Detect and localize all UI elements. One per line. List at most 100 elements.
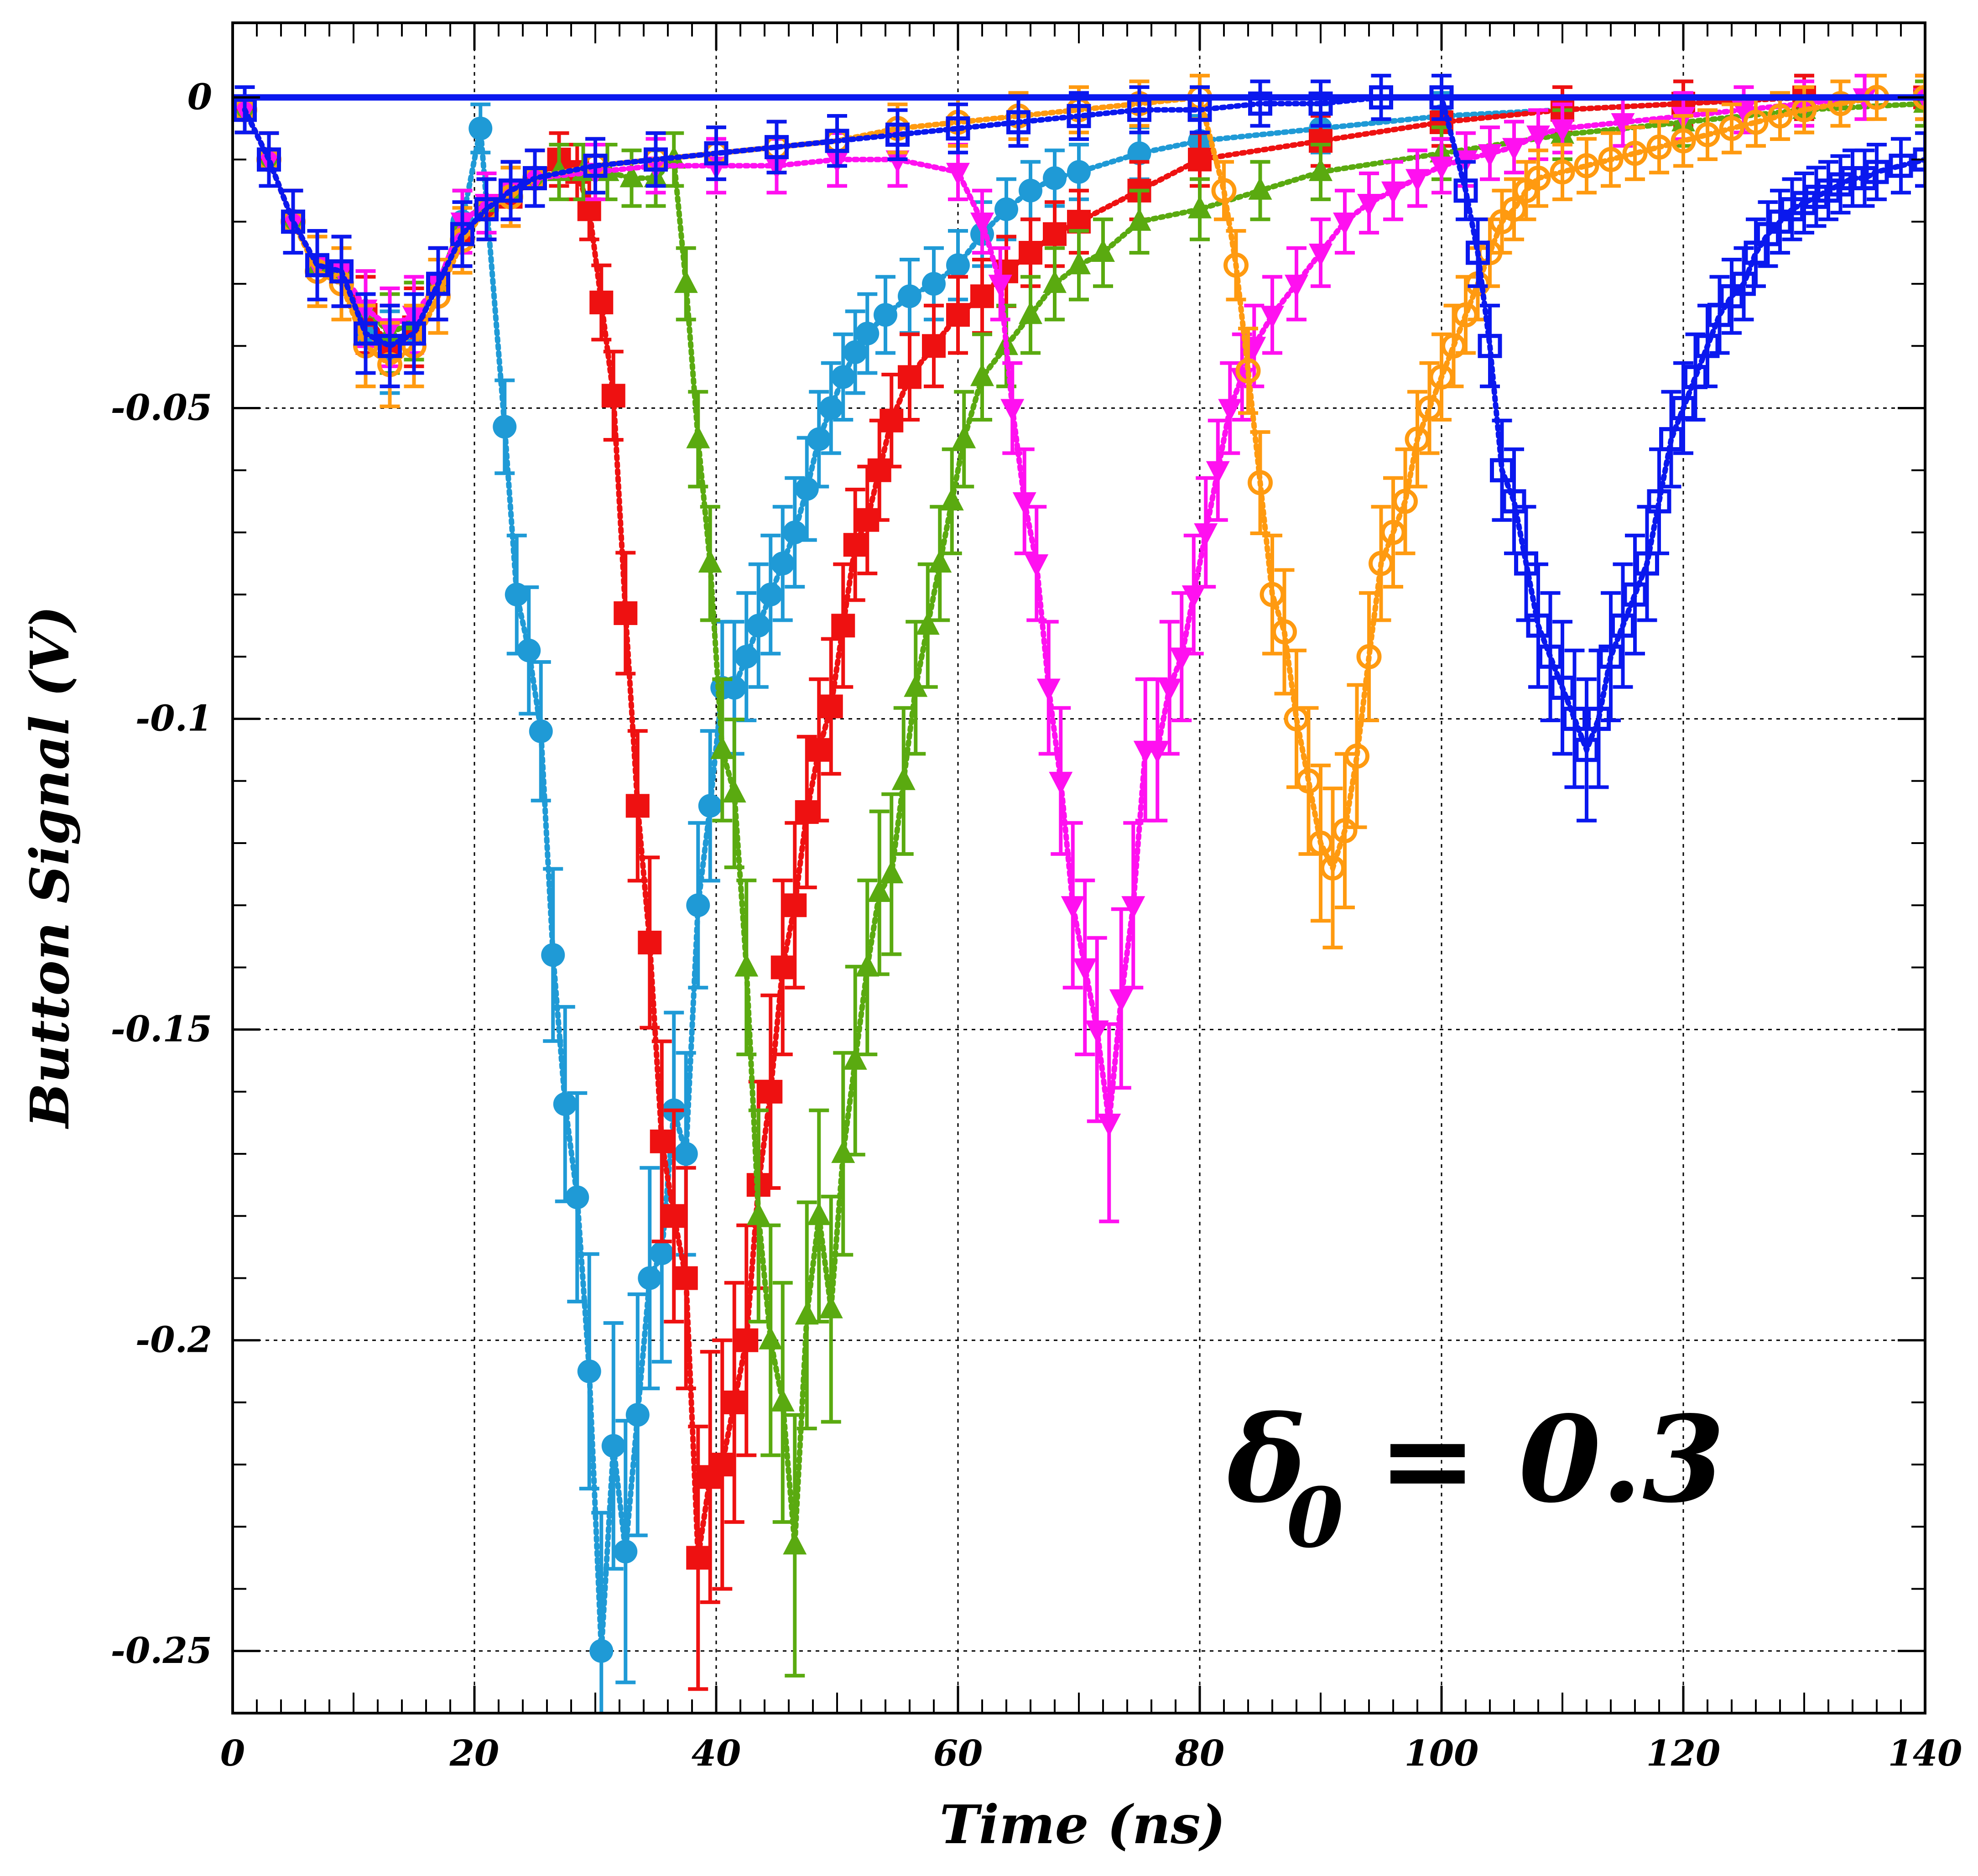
data-point [722,780,746,803]
data-point [1767,103,1793,129]
data-point [970,284,994,308]
data-point [686,893,710,917]
data-point [1260,582,1285,607]
data-point [1514,551,1538,576]
data-point [1285,275,1308,298]
data-point [880,408,904,433]
data-point [614,1539,638,1563]
data-point [1194,523,1218,546]
data-point [734,645,759,669]
data-point [1587,707,1611,731]
x-tick-label: 40 [692,1733,741,1774]
data-point [499,178,523,203]
data-point [770,1388,795,1412]
y-tick-label: -0.25 [111,1630,212,1672]
data-point [1170,647,1194,671]
data-point [1157,678,1182,702]
data-point [843,1047,867,1070]
data-point [1622,141,1648,166]
delta-annotation: δ 0 = 0.3 [1225,1390,1725,1566]
data-point [553,1092,577,1116]
data-point [1466,240,1490,265]
data-point [505,583,529,607]
data-point [1381,181,1405,204]
data-point [759,583,783,607]
data-point [928,550,952,573]
data-point [1683,365,1707,389]
data-point [1598,147,1624,172]
data-point [517,638,541,662]
data-point [922,272,946,296]
data-point [1284,706,1309,732]
data-point [795,477,819,501]
data-point [1332,818,1358,844]
data-point [710,736,734,759]
data-point [1145,740,1170,764]
data-point [529,719,553,743]
data-point [1109,989,1133,1012]
data-point [1501,197,1527,222]
data-point [770,552,795,576]
data-point [1188,195,1212,219]
ticks [231,23,1926,1714]
y-tick-label: -0.15 [111,1009,212,1050]
data-point [686,1546,710,1570]
data-point [867,458,891,482]
data-point [1223,252,1249,278]
x-tick-label: 80 [1175,1733,1225,1774]
data-point [1695,122,1720,147]
data-point [1356,644,1382,669]
tick-labels: 0 20 40 60 80 100 120 140 0 -0.05 -0.1 -0.15 -0.2 -0.… [111,76,1962,1774]
y-axis-title: Button Signal (V) [19,606,81,1129]
data-point [1743,109,1769,135]
data-point [426,271,450,296]
data-point [402,321,426,346]
data-point [1061,896,1085,919]
data-point [874,303,897,327]
data-point [1067,251,1091,275]
x-axis-title: Time (ns) [940,1794,1226,1856]
data-point [1732,100,1756,124]
data-point [1405,169,1429,192]
data-point [1732,271,1756,296]
data-point [1073,958,1097,981]
data-point [1127,208,1151,231]
data-point [1550,675,1575,700]
data-point [1344,743,1369,769]
data-point [1248,470,1273,495]
data-point [1067,160,1091,184]
data-point [1006,110,1031,135]
data-point [565,1185,589,1209]
data-point [625,794,650,818]
data-point [1309,243,1333,266]
data-point [898,284,921,308]
data-point [940,487,964,511]
y-tick-label: -0.2 [135,1319,212,1361]
data-point [819,396,843,420]
data-point [710,1453,734,1477]
data-point [1526,125,1550,149]
data-point [601,1434,625,1458]
data-point [734,954,759,977]
x-tick-label: 20 [449,1733,500,1774]
data-point [638,1266,662,1290]
data-point [450,222,474,246]
data-point [650,1241,674,1266]
data-point [1598,644,1623,669]
data-point [770,955,795,980]
data-point [686,425,710,448]
data-point [638,930,662,954]
data-point [1429,364,1454,390]
data-point [765,135,789,159]
data-point [1211,178,1237,203]
data-point [589,290,614,314]
data-point [1864,160,1889,184]
data-point [601,384,625,408]
data-point [1012,492,1036,515]
data-point [523,166,547,191]
data-point [1308,830,1333,856]
y-tick-label: 0 [187,76,212,118]
data-point [257,147,281,172]
data-point [946,162,970,186]
